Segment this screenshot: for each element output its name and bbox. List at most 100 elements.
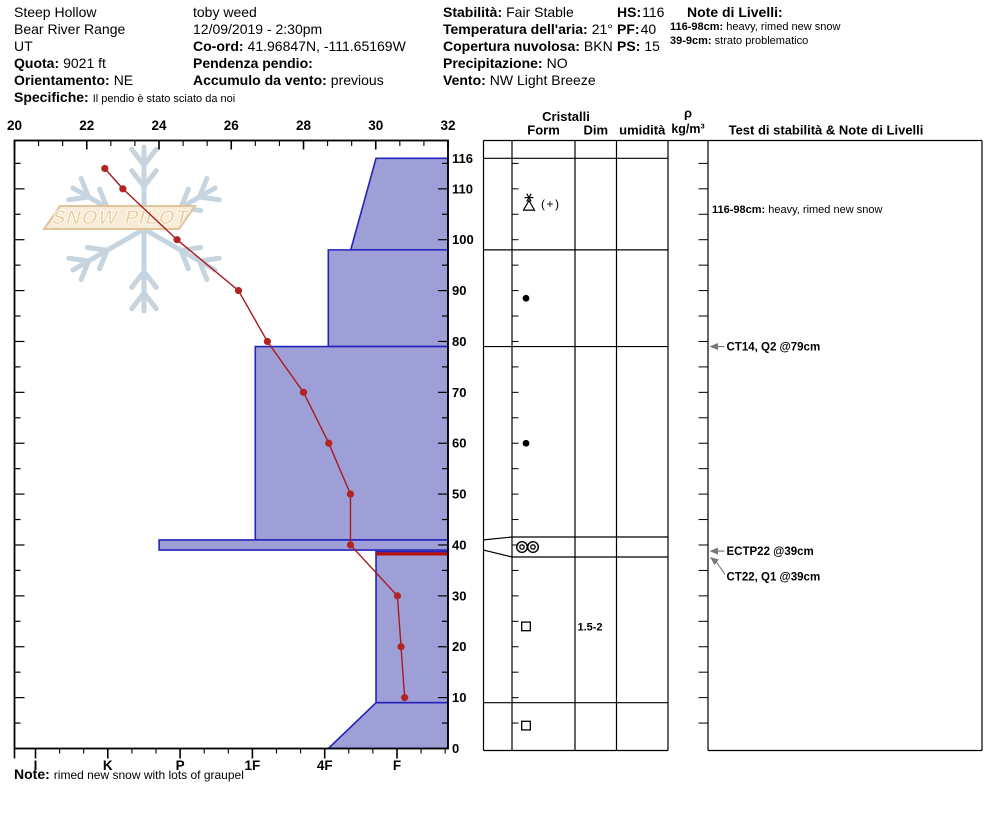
- temperature-point: [397, 643, 405, 651]
- header-level-notes-block: Note di Livelli: 116-98cm: heavy, rimed …: [670, 4, 840, 48]
- depth-label: 10: [452, 690, 466, 705]
- temperature-point: [346, 490, 355, 498]
- snow-layer: [158, 539, 449, 551]
- tests-header: Test di stabilità & Note di Livelli: [729, 123, 924, 138]
- pf-line: PF:40: [617, 21, 657, 37]
- depth-label: 50: [452, 487, 466, 502]
- snow-layer: [327, 249, 449, 348]
- coordinates-line: Co-ord: 41.96847N, -111.65169W: [193, 38, 406, 54]
- snow-layer: [375, 550, 449, 704]
- temp-axis-label: 22: [79, 118, 94, 133]
- form-header: Form: [527, 123, 560, 138]
- funnel-line: [483, 536, 513, 541]
- dim-header: Dim: [583, 123, 608, 138]
- level-note-item: 39-9cm: strato problematico: [670, 34, 809, 47]
- grain-size-label: 1.5-2: [577, 621, 602, 633]
- cristalli-header: Cristalli: [542, 109, 590, 124]
- temp-axis-label: 20: [7, 118, 22, 133]
- panel-layer-note: 116-98cm: heavy, rimed new snow: [712, 204, 882, 216]
- test-result-label: CT22, Q1 @39cm: [727, 572, 821, 584]
- hardness-axis-label: I: [34, 758, 38, 773]
- faceted-crystals-icon: [521, 720, 531, 731]
- temperature-point: [263, 337, 271, 346]
- snow-layer: [254, 345, 449, 541]
- header-totals-block: HS:116 PF:40 PS: 15: [617, 4, 664, 55]
- temperature-point: [173, 236, 181, 244]
- hardness-axis-label: P: [176, 758, 185, 773]
- temperature-point: [325, 439, 333, 447]
- watermark-banner: [42, 205, 197, 230]
- watermark-text: SNOW PILOT: [49, 207, 191, 229]
- depth-label: 100: [452, 232, 474, 247]
- mountain-range: Bear River Range: [14, 21, 126, 37]
- crystal-grid: [482, 139, 983, 752]
- chart-axes: 20 22 24 26 28 30 32I K P 1F 4F F116110100908070605…: [7, 118, 474, 773]
- hardness-axis-label: F: [393, 758, 401, 773]
- hardness-profile: [158, 157, 449, 750]
- wind-loading-line: Accumulo da vento: previous: [193, 72, 384, 88]
- test-arrow-icon: [709, 343, 718, 351]
- depth-label: 30: [452, 588, 466, 603]
- aspect-line: Orientamento: NE: [14, 72, 134, 88]
- faceted-crystals-icon: [521, 621, 531, 632]
- temp-axis-label: 28: [296, 118, 312, 133]
- depth-label: 60: [452, 436, 466, 451]
- hs-line: HS:116: [617, 4, 665, 20]
- sky-cover-line: Copertura nuvolosa: BKN: [443, 38, 613, 54]
- snowpilot-watermark: SNOW PILOT: [42, 144, 222, 314]
- hardness-axis-label: 1F: [245, 758, 261, 773]
- site-name: Steep Hollow: [14, 4, 97, 20]
- temp-axis-label: 30: [368, 118, 383, 133]
- wind-line: Vento: NW Light Breeze: [443, 72, 596, 88]
- temperature-point: [393, 592, 402, 600]
- level-notes-title: Note di Livelli:: [687, 4, 783, 20]
- test-result-label: CT14, Q2 @79cm: [727, 342, 821, 354]
- grain-form-symbols: (+) 1.5-2: [516, 193, 603, 731]
- graupel-icon: [522, 193, 536, 211]
- stability-tests: CT14, Q2 @79cm ECTP22 @39cm CT22, Q1 @39cm…: [709, 204, 882, 584]
- hardness-axis-label: 4F: [317, 758, 333, 773]
- temperature-point: [401, 694, 409, 702]
- depth-label: 116: [452, 151, 473, 166]
- stability-line: Stabilità: Fair Stable: [443, 4, 574, 20]
- test-arrow-line: [716, 561, 726, 575]
- depth-label: 80: [452, 334, 466, 349]
- slope-angle-line: Pendenza pendio:: [193, 55, 313, 71]
- precip-line: Precipitazione: NO: [443, 55, 568, 71]
- temperature-point: [119, 185, 127, 193]
- funnel-line: [483, 549, 513, 558]
- density-unit-header: kg/m³: [671, 122, 704, 136]
- ps-line: PS: 15: [617, 38, 660, 54]
- specifics-line: Specifiche: Il pendio è stato sciato da n…: [14, 89, 236, 105]
- hardness-axis-label: K: [103, 758, 113, 773]
- melt-forms-icon: [519, 544, 525, 550]
- temperature-point: [234, 286, 243, 295]
- test-arrow-icon: [709, 547, 718, 555]
- rounded-grains-icon: [522, 294, 530, 302]
- snow-layer: [326, 701, 449, 750]
- temperature-point: [346, 541, 355, 549]
- level-note-item: 116-98cm: heavy, rimed new snow: [670, 21, 841, 33]
- header-conditions-block: Stabilità: Fair Stable Temperatura dell'a…: [443, 4, 613, 89]
- density-header: ρ: [684, 106, 692, 121]
- melt-forms-icon: [527, 541, 540, 554]
- depth-label: 20: [452, 639, 466, 654]
- temperature-line: [104, 168, 406, 698]
- temp-axis-label: 26: [224, 118, 240, 133]
- datetime: 12/09/2019 - 2:30pm: [193, 21, 323, 37]
- melt-forms-icon: [516, 541, 529, 554]
- temperature-profile: [101, 164, 409, 702]
- test-arrow-icon: [710, 557, 719, 565]
- temperature-point: [101, 164, 109, 173]
- test-result-label: ECTP22 @39cm: [727, 546, 814, 558]
- depth-label: 70: [452, 385, 466, 400]
- air-temp-line: Temperatura dell'aria: 21°: [443, 21, 613, 37]
- snow-layer: [349, 157, 449, 251]
- umidita-header: umidità: [619, 123, 666, 138]
- temp-axis-label: 24: [151, 118, 167, 133]
- depth-label: 90: [452, 283, 466, 298]
- depth-label: 40: [452, 537, 466, 552]
- observer: toby weed: [193, 4, 257, 20]
